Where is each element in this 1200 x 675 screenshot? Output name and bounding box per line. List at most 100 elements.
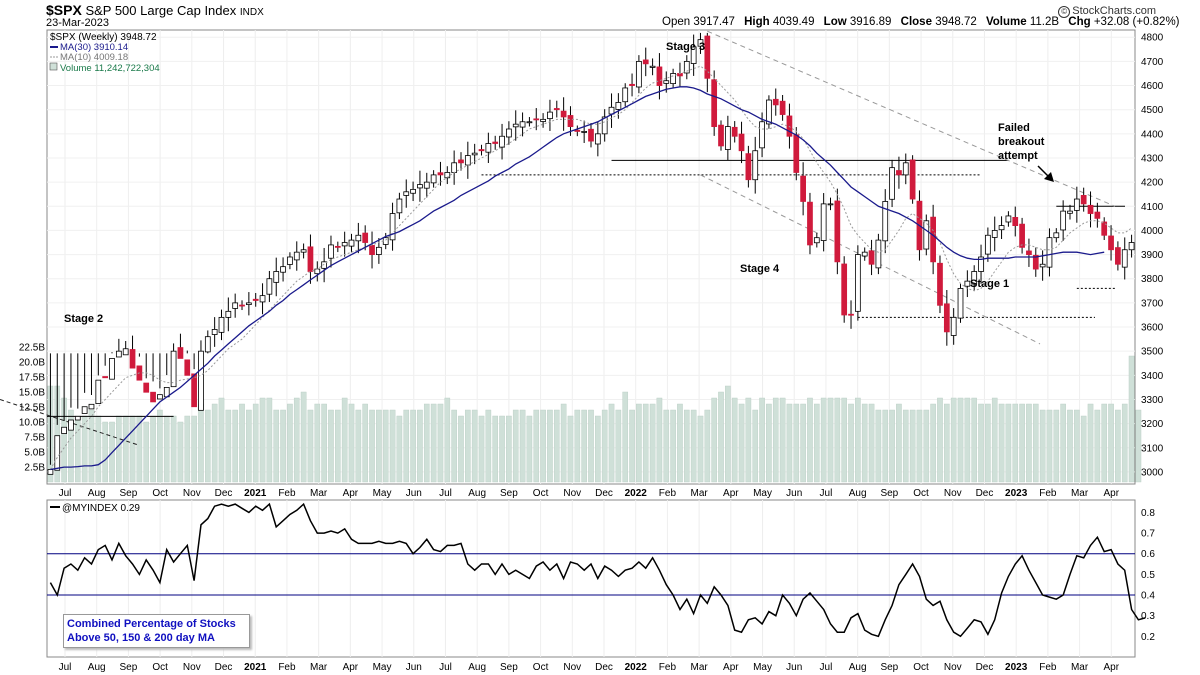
candle xyxy=(1094,202,1101,228)
volume-bar xyxy=(143,421,150,483)
volume-bar xyxy=(820,397,827,483)
volume-bar xyxy=(971,397,977,483)
volume-bar xyxy=(581,409,587,483)
volume-bar xyxy=(800,403,806,483)
volume-bar xyxy=(1067,409,1073,483)
volume-bar xyxy=(547,409,553,483)
failed-label-line3: attempt xyxy=(998,150,1038,162)
candle-body-up xyxy=(464,155,471,166)
candle-body-up xyxy=(512,123,519,128)
price-tick-label: 3500 xyxy=(1141,347,1164,358)
candle-body-down xyxy=(745,153,752,181)
volume-bar xyxy=(937,397,943,483)
volume-bar xyxy=(985,403,991,483)
volume-bar xyxy=(184,415,191,483)
candle-body-down xyxy=(896,170,902,176)
x-tick-label: Nov xyxy=(563,488,581,499)
volume-bar xyxy=(772,397,779,483)
candle xyxy=(204,330,211,354)
candle xyxy=(581,120,588,143)
x-tick-label-bottom: Aug xyxy=(849,662,867,673)
candle xyxy=(813,232,820,248)
candle-body-up xyxy=(157,394,163,400)
candle-body-up xyxy=(225,310,232,318)
volume-bar xyxy=(239,403,245,483)
candle-body-up xyxy=(882,201,889,242)
volume-bar xyxy=(574,409,581,483)
volume-bar xyxy=(930,403,936,483)
volume-bar xyxy=(1026,403,1032,483)
volume-bar xyxy=(868,403,875,483)
x-tick-label-bottom: Sep xyxy=(880,662,898,673)
candle-body-up xyxy=(74,415,81,421)
candle xyxy=(642,47,649,77)
candle-body-up xyxy=(649,65,656,68)
candle-body-up xyxy=(752,150,759,181)
volume-bar xyxy=(670,409,676,483)
volume-bar xyxy=(74,415,81,483)
candle xyxy=(61,353,67,434)
volume-bar xyxy=(991,397,998,483)
candle-body-up xyxy=(430,174,437,184)
candle-body-up xyxy=(280,266,286,273)
price-tick-label: 4000 xyxy=(1141,226,1164,237)
candle xyxy=(458,152,464,171)
candle-body-up xyxy=(245,302,252,305)
volume-tick-label: 10.0B xyxy=(19,418,45,429)
volume-bar xyxy=(246,409,252,483)
volume-bar xyxy=(567,415,574,483)
candle-body-up xyxy=(957,287,964,319)
candle xyxy=(129,335,136,369)
x-tick-label-bottom: Apr xyxy=(723,662,739,673)
candle-body-up xyxy=(889,167,895,200)
volume-bar xyxy=(1094,409,1101,483)
volume-bar xyxy=(909,409,916,483)
volume-bar xyxy=(841,397,847,483)
candle-body-up xyxy=(341,242,348,247)
candle xyxy=(362,225,369,251)
x-tick-label-bottom: Nov xyxy=(183,662,201,673)
volume-bar xyxy=(403,409,410,483)
candle-body-down xyxy=(629,83,635,86)
candle xyxy=(74,353,81,421)
candle xyxy=(766,95,772,129)
price-tick-label: 4300 xyxy=(1141,153,1164,164)
volume-bar xyxy=(314,403,321,483)
candle-body-up xyxy=(683,60,690,74)
candle xyxy=(930,204,937,275)
candle-body-down xyxy=(553,108,560,111)
failed-label-line1: Failed xyxy=(998,122,1030,134)
candle-body-up xyxy=(218,316,225,333)
indicator-tick-label: 0.8 xyxy=(1141,508,1155,519)
volume-bar xyxy=(335,409,341,483)
candle-body-up xyxy=(724,126,731,150)
candle xyxy=(143,353,150,393)
candle xyxy=(526,117,533,127)
volume-bar xyxy=(752,409,759,483)
candle-body-up xyxy=(389,213,396,241)
candle xyxy=(1046,228,1053,277)
volume-bar xyxy=(629,409,635,483)
volume-bar xyxy=(855,397,861,483)
x-tick-label: Feb xyxy=(1039,488,1057,499)
price-tick-label: 4400 xyxy=(1141,129,1164,140)
candle-body-down xyxy=(102,376,109,379)
candle-body-down xyxy=(1026,250,1032,255)
candle xyxy=(861,247,868,261)
volume-value: 11.2B xyxy=(1029,16,1060,28)
x-tick-label: Jun xyxy=(786,488,802,499)
candle-body-down xyxy=(1019,223,1025,248)
candle-body-down xyxy=(772,98,779,106)
candle-body-up xyxy=(451,162,458,173)
candle xyxy=(978,244,984,284)
ma30-line xyxy=(50,86,1105,471)
candle-body-down xyxy=(642,59,649,65)
volume-bar xyxy=(779,397,786,483)
volume-bar xyxy=(191,415,197,483)
candle-body-down xyxy=(560,110,567,118)
volume-bar xyxy=(232,409,238,483)
volume-bar xyxy=(465,409,471,483)
candle-body-down xyxy=(362,232,369,243)
candle xyxy=(909,155,916,204)
x-tick-label: Dec xyxy=(595,488,613,499)
